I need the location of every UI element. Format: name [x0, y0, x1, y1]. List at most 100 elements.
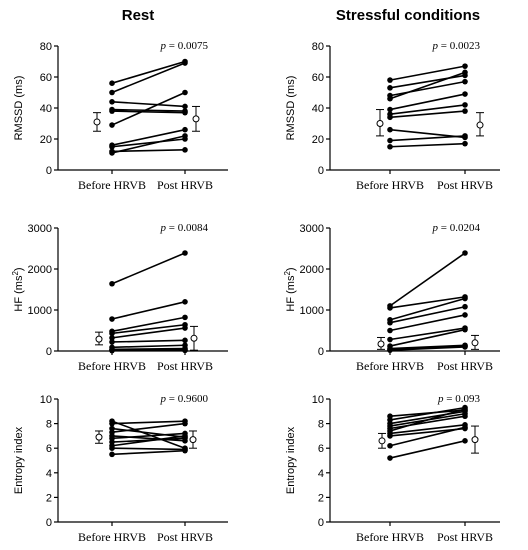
stress-entropy-y-axis-label: Entropy index — [285, 426, 297, 494]
stress-entropy-y-axis-label-text: Entropy index — [285, 426, 297, 494]
stress-rmssd-y-tick-label: 60 — [312, 72, 324, 84]
stress-rmssd-before-point — [387, 143, 393, 150]
rest-hf-post-point — [182, 347, 188, 354]
rest-entropy-y-tick-label: 2 — [46, 492, 52, 504]
rest-rmssd-subject-line — [111, 128, 186, 146]
stress-rmssd-y-tick-label: 20 — [312, 134, 324, 146]
rest-rmssd-subject-line — [111, 135, 186, 154]
stress-hf-subject-line — [389, 314, 466, 332]
rest-rmssd-post-point — [182, 126, 188, 133]
rest-hf-y-axis-label: HF (ms2) — [11, 267, 25, 311]
stress-rmssd-before-point — [387, 106, 393, 113]
stress-rmssd-post-point — [462, 140, 468, 147]
stress-rmssd-y-axis-label-text: RMSSD (ms) — [285, 76, 297, 141]
rest-rmssd-post-point — [182, 60, 188, 66]
stress-entropy-subject-line — [389, 440, 466, 459]
rest-entropy-before-point — [109, 451, 115, 458]
stress-entropy-mean-point — [378, 437, 386, 445]
stress-rmssd-x-category-label: Before HRVB — [356, 178, 424, 192]
rest-entropy-subject-line — [111, 420, 186, 449]
stress-rmssd-p-value: p = 0.0023 — [432, 40, 481, 52]
rest-hf-y-tick-label: 3000 — [28, 223, 52, 235]
rest-hf-subject-line — [111, 301, 186, 320]
rest-entropy-y-tick-label: 6 — [46, 443, 52, 455]
rest-rmssd-subject-line — [111, 149, 186, 153]
stress-hf-post-point — [462, 326, 468, 333]
stress-hf-before-point — [387, 347, 393, 353]
rest-rmssd-y-tick-label: 0 — [46, 165, 52, 177]
rest-hf-p-value-symbol: p — [160, 222, 167, 234]
stress-hf-subject-line — [389, 297, 466, 321]
stress-rmssd-mean-point — [376, 120, 384, 127]
stress-entropy-y-tick-label: 4 — [318, 468, 324, 480]
stress-entropy-y-tick-label: 8 — [318, 419, 324, 431]
stress-entropy-subject-line — [389, 424, 466, 435]
column-title-stressful: Stressful conditions — [336, 7, 480, 24]
stress-entropy-y-tick-label: 6 — [318, 443, 324, 455]
stress-entropy-y-tick-label: 0 — [318, 517, 324, 529]
stress-hf-y-axis-label-text: HF (ms — [285, 275, 297, 312]
rest-hf-y-axis-label-superscript: 2 — [11, 271, 20, 276]
stress-entropy-x-category-label: Before HRVB — [356, 530, 424, 544]
stress-rmssd-p-value-symbol: p — [432, 40, 439, 52]
stress-hf-post-point — [462, 295, 468, 302]
stress-hf-y-tick-label: 0 — [318, 346, 324, 358]
stress-entropy-post-point — [462, 413, 468, 420]
rest-entropy-subject-line — [111, 435, 186, 447]
stress-hf-y-axis-label: HF (ms2) — [283, 267, 297, 311]
stress-rmssd-before-point — [387, 95, 393, 102]
rest-rmssd-before-point — [109, 150, 115, 156]
rest-entropy-subject-line — [111, 435, 186, 442]
rest-entropy-p-value-text: = 0.9600 — [166, 393, 208, 405]
rest-entropy-x-category-label: Before HRVB — [78, 530, 146, 544]
rest-hf-post-point — [182, 325, 188, 331]
rest-entropy-y-tick-label: 10 — [40, 394, 52, 406]
rest-entropy-post-point — [182, 433, 188, 439]
stress-rmssd-post-point — [462, 91, 468, 97]
rest-entropy-subject-line — [111, 447, 186, 451]
stress-rmssd-post-point — [462, 102, 468, 108]
stress-rmssd-post-point — [462, 108, 468, 114]
stress-entropy-post-point — [462, 406, 468, 412]
rest-rmssd-p-value-symbol: p — [160, 40, 167, 52]
rest-rmssd-y-tick-label: 20 — [40, 134, 52, 146]
stress-rmssd-subject-line — [389, 80, 466, 97]
rest-hf-subject-line — [111, 316, 186, 333]
stress-hf-before-point — [387, 327, 393, 334]
stress-rmssd-before-point — [387, 85, 393, 91]
stress-rmssd-subject-line — [389, 135, 466, 142]
rest-rmssd-subject-line — [111, 62, 186, 94]
rest-entropy-post-point — [182, 447, 188, 454]
rest-rmssd-subject-line — [111, 91, 186, 126]
stress-rmssd-before-point — [387, 126, 393, 133]
rest-entropy-subject-line — [111, 449, 186, 456]
rest-hf-before-point — [109, 335, 115, 341]
rest-hf-post-point — [182, 337, 188, 344]
rest-rmssd-subject-line — [111, 138, 186, 148]
rest-hf-y-axis-label-text: HF (ms — [13, 275, 25, 312]
rest-hf-x-category-label: Post HRVB — [157, 359, 213, 373]
rest-rmssd-p-value: p = 0.0075 — [160, 40, 209, 52]
rest-hf-before-point — [109, 280, 115, 287]
stress-hf-before-point — [387, 305, 393, 311]
rest-entropy-before-point — [109, 445, 115, 452]
rest-entropy-mean-point — [189, 436, 197, 444]
rest-entropy-subject-line — [111, 427, 186, 438]
stress-entropy-before-point — [387, 442, 393, 449]
rest-hf-subject-line — [111, 344, 186, 349]
rest-hf-mean-point — [95, 335, 103, 343]
rest-hf-y-tick-label: 2000 — [28, 264, 52, 276]
stress-entropy-x-category-label: Post HRVB — [437, 530, 493, 544]
rest-hf-subject-line — [111, 252, 186, 285]
rest-entropy-p-value-symbol: p — [160, 393, 167, 405]
rest-rmssd-before-point — [109, 99, 115, 105]
rest-rmssd-mean-point — [192, 115, 200, 123]
rest-rmssd-post-point — [182, 103, 188, 110]
rest-rmssd-y-axis-label: RMSSD (ms) — [13, 76, 25, 141]
stress-rmssd-post-point — [462, 78, 468, 85]
rest-hf-y-tick-label: 0 — [46, 346, 52, 358]
stress-hf-y-axis-label-superscript: 2 — [283, 271, 292, 276]
stress-rmssd-subject-line — [389, 65, 466, 81]
rest-rmssd-before-point — [109, 143, 115, 150]
